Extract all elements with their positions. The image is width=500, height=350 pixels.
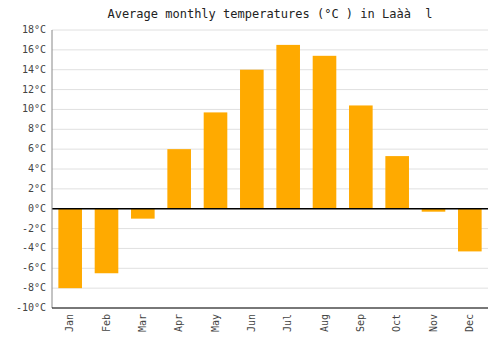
zero-line — [52, 208, 488, 210]
y-axis-line — [52, 30, 53, 308]
bar — [349, 105, 373, 208]
grid-line — [52, 288, 488, 289]
y-tick-label: -2°C — [22, 223, 46, 234]
y-tick-label: -6°C — [22, 262, 46, 273]
y-tick-label: 0°C — [28, 203, 46, 214]
bar — [58, 209, 82, 288]
grid-line — [52, 30, 488, 31]
bar — [240, 70, 264, 209]
grid-line — [52, 188, 488, 189]
x-tick-label: Aug — [319, 314, 330, 332]
chart: Average monthly temperatures (°C ) in La… — [0, 0, 500, 350]
x-tick-label: May — [210, 314, 221, 332]
bar — [204, 112, 228, 208]
x-tick-label: Jul — [282, 314, 293, 332]
bars — [58, 45, 481, 288]
y-tick-label: 2°C — [28, 183, 46, 194]
x-tick-label: Apr — [173, 314, 184, 332]
x-tick-label: Sep — [355, 314, 366, 332]
bar — [313, 56, 337, 209]
grid-line — [52, 208, 488, 209]
grid-line — [52, 129, 488, 130]
y-tick-label: 4°C — [28, 163, 46, 174]
bar — [167, 149, 191, 209]
grid-line — [52, 109, 488, 110]
bar — [458, 209, 482, 252]
y-tick-label: -8°C — [22, 282, 46, 293]
x-tick-label: Feb — [101, 314, 112, 332]
y-tick-label: 10°C — [22, 103, 46, 114]
title: Average monthly temperatures (°C ) in La… — [107, 7, 432, 21]
y-tick-label: 14°C — [22, 64, 46, 75]
x-tick-label: Mar — [137, 314, 148, 332]
grid-line — [52, 69, 488, 70]
chart-container: Average monthly temperatures (°C ) in La… — [0, 0, 500, 350]
x-axis-line — [52, 308, 488, 309]
bar — [95, 209, 119, 274]
bar — [276, 45, 300, 209]
y-tick-label: 8°C — [28, 123, 46, 134]
grid-line — [52, 89, 488, 90]
x-tick-label: Jan — [64, 314, 75, 332]
grid-line — [52, 149, 488, 150]
grid-line — [52, 308, 488, 309]
y-tick-label: 16°C — [22, 44, 46, 55]
y-tick-label: 18°C — [22, 24, 46, 35]
bar — [385, 156, 409, 209]
grid-line — [52, 169, 488, 170]
grid-line — [52, 49, 488, 50]
x-tick-label: Dec — [464, 314, 475, 332]
y-tick-label: -4°C — [22, 242, 46, 253]
y-tick-label: -10°C — [16, 302, 46, 313]
y-tick-label: 12°C — [22, 84, 46, 95]
bar — [131, 209, 155, 219]
x-tick-label: Oct — [391, 314, 402, 332]
grid — [52, 30, 488, 308]
x-tick-label: Nov — [428, 314, 439, 332]
x-tick-label: Jun — [246, 314, 257, 332]
y-tick-label: 6°C — [28, 143, 46, 154]
